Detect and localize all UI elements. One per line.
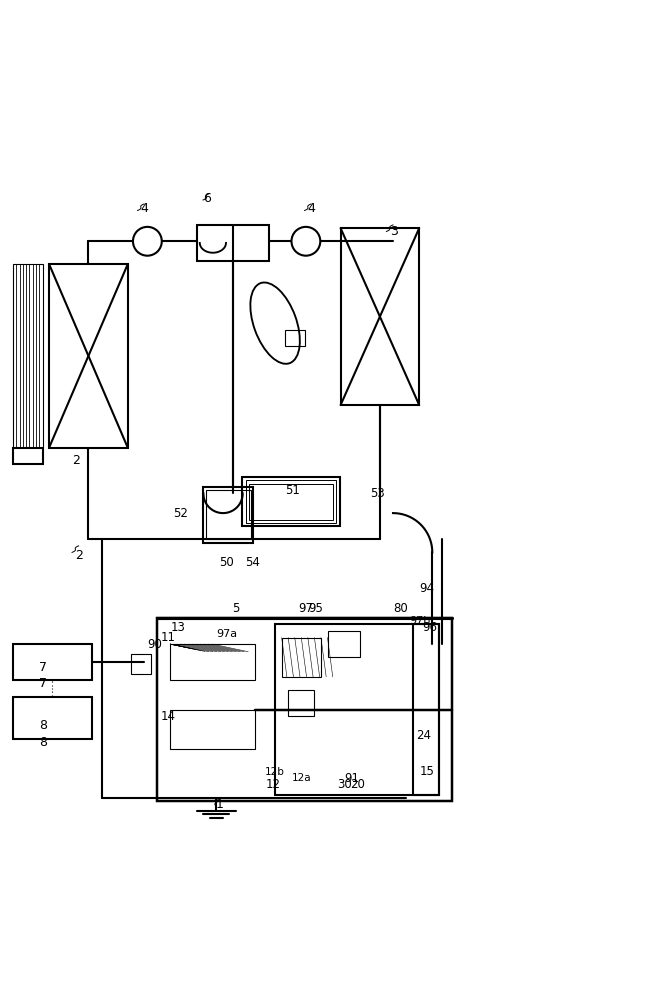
Text: 1: 1 (216, 798, 224, 811)
Text: 3: 3 (390, 225, 398, 238)
Bar (49, 264, 128, 448)
Text: 2: 2 (75, 549, 83, 562)
Text: 24: 24 (416, 729, 431, 742)
Bar (196, 225, 269, 261)
Text: 96: 96 (422, 621, 438, 634)
Text: 80: 80 (393, 602, 408, 615)
Text: 95: 95 (308, 602, 323, 615)
Bar (170, 644, 255, 680)
Ellipse shape (250, 282, 300, 364)
Text: 52: 52 (174, 507, 189, 520)
Bar (13, 697, 92, 739)
Bar (242, 477, 339, 526)
Text: 90: 90 (147, 638, 162, 651)
Bar (288, 690, 314, 716)
Text: 12: 12 (265, 778, 280, 791)
Text: 97b: 97b (409, 616, 430, 626)
Bar (203, 487, 253, 543)
Text: 54: 54 (246, 556, 261, 569)
Text: 6: 6 (203, 192, 211, 205)
Text: 97: 97 (298, 602, 313, 615)
Text: 91: 91 (344, 772, 359, 785)
Bar (157, 618, 452, 801)
Bar (328, 631, 360, 657)
Bar (413, 624, 439, 795)
Text: 15: 15 (419, 765, 434, 778)
Text: 20: 20 (350, 778, 365, 791)
Text: 8: 8 (39, 736, 47, 749)
Bar (131, 654, 151, 674)
Text: 7: 7 (39, 677, 47, 690)
Bar (246, 480, 337, 523)
Bar (13, 448, 43, 464)
Text: 12b: 12b (265, 767, 285, 777)
Text: 12a: 12a (291, 773, 311, 783)
Bar (206, 490, 250, 539)
Text: 51: 51 (285, 484, 300, 497)
Circle shape (291, 227, 320, 256)
Circle shape (133, 227, 162, 256)
Text: 30: 30 (337, 778, 352, 791)
Bar (13, 264, 43, 448)
Text: 11: 11 (160, 631, 176, 644)
Bar (170, 710, 255, 749)
Bar (249, 484, 333, 520)
Text: 5: 5 (233, 602, 240, 615)
Text: 94: 94 (419, 582, 434, 595)
Text: 2: 2 (72, 454, 80, 467)
Text: 4: 4 (308, 202, 316, 215)
Text: 7: 7 (39, 661, 47, 674)
Text: 8: 8 (39, 719, 47, 732)
Bar (285, 330, 305, 346)
Text: 50: 50 (219, 556, 234, 569)
Text: 14: 14 (160, 710, 176, 723)
Bar (282, 638, 321, 677)
Text: 97a: 97a (216, 629, 237, 639)
Text: 53: 53 (370, 487, 385, 500)
Text: 4: 4 (141, 202, 149, 215)
Bar (275, 624, 439, 795)
Text: 13: 13 (170, 621, 185, 634)
Bar (341, 228, 419, 405)
Bar (13, 644, 92, 680)
